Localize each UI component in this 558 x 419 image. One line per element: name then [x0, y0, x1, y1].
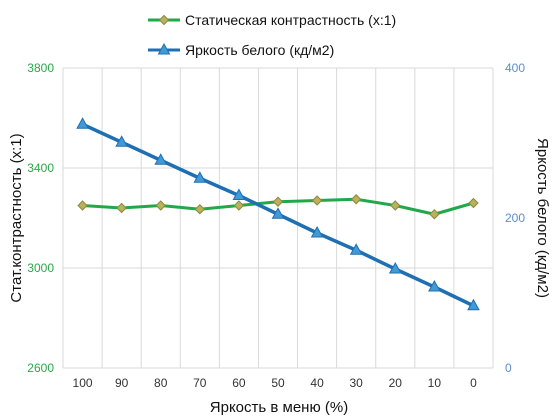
data-point-triangle [388, 261, 402, 274]
x-tick-label: 70 [193, 376, 207, 390]
left-y-tick-label: 2600 [27, 361, 54, 375]
right-y-tick-label: 0 [505, 361, 512, 375]
data-point-triangle [428, 279, 441, 292]
x-tick-label: 90 [115, 376, 129, 390]
x-tick-label: 60 [232, 376, 246, 390]
data-point-diamond [311, 195, 323, 206]
legend-marker-brightness [157, 42, 171, 55]
legend-marker-contrast [158, 14, 170, 26]
right-y-tick-label: 200 [505, 211, 525, 225]
data-point-diamond [429, 209, 440, 220]
right-y-tick-labels: 0 200 400 [505, 61, 525, 375]
right-y-tick-label: 400 [505, 61, 525, 75]
right-y-axis-title: Яркость белого (кд/м2) [534, 138, 551, 298]
x-tick-labels: 100 90 80 70 60 50 40 30 20 10 0 [73, 376, 478, 390]
x-tick-label: 20 [389, 376, 403, 390]
data-point-diamond [77, 200, 88, 211]
series-contrast [77, 194, 479, 220]
legend-label-brightness: Яркость белого (кд/м2) [185, 42, 334, 58]
data-point-triangle [154, 153, 168, 165]
series-layer [76, 117, 480, 311]
x-tick-label: 50 [271, 376, 285, 390]
data-point-triangle [467, 298, 480, 311]
x-tick-label: 0 [470, 376, 477, 390]
data-point-triangle [115, 135, 128, 147]
x-tick-label: 30 [350, 376, 364, 390]
data-point-diamond [272, 196, 284, 207]
x-tick-label: 40 [310, 376, 324, 390]
data-point-diamond [350, 194, 362, 205]
data-point-diamond [116, 202, 127, 214]
left-y-tick-label: 3400 [27, 161, 54, 175]
data-point-diamond [468, 197, 479, 209]
legend-entry-brightness: Яркость белого (кд/м2) [148, 42, 334, 58]
data-point-triangle [193, 171, 207, 183]
series-brightness [76, 117, 480, 311]
legend: Статическая контрастность (x:1) Яркость … [148, 12, 396, 58]
x-tick-label: 80 [154, 376, 168, 390]
data-point-triangle [232, 188, 246, 200]
data-point-triangle [349, 243, 363, 255]
x-axis-title: Яркость в меню (%) [210, 399, 348, 416]
x-tick-label: 100 [73, 376, 93, 390]
x-tick-label: 10 [428, 376, 442, 390]
data-point-diamond [390, 200, 401, 211]
plot-grid [62, 67, 494, 369]
data-point-triangle [76, 117, 89, 129]
data-point-triangle [310, 225, 324, 238]
legend-label-contrast: Статическая контрастность (x:1) [185, 12, 396, 28]
data-point-diamond [194, 204, 206, 215]
data-point-triangle [271, 207, 285, 219]
legend-entry-contrast: Статическая контрастность (x:1) [148, 12, 396, 28]
left-y-tick-label: 3000 [27, 261, 54, 275]
data-point-diamond [155, 200, 166, 211]
left-y-tick-labels: 2600 3000 3400 3800 [27, 61, 54, 375]
left-y-tick-label: 3800 [27, 61, 54, 75]
data-point-diamond [233, 200, 245, 211]
left-y-axis-title: Стат.контрастность (x:1) [8, 133, 25, 302]
